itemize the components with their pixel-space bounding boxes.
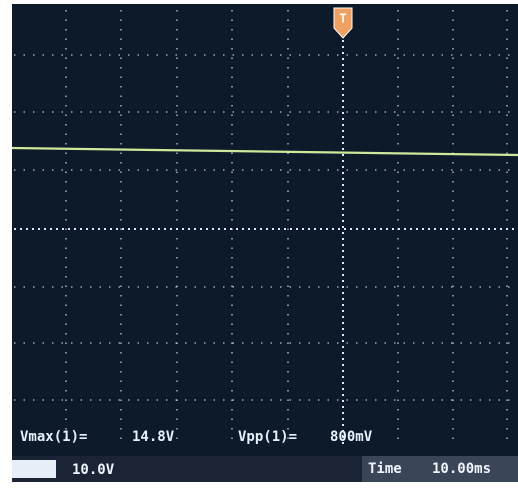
screen-background (12, 4, 518, 482)
timebase-value: 10.00ms (432, 461, 491, 477)
timebase-label: Time (368, 461, 402, 477)
oscilloscope-screen: T Vmax(1)= 14.8V Vpp(1)= 800mV 10.0V Tim… (0, 0, 518, 491)
trigger-label: T (339, 12, 346, 26)
measurement-value: 14.8V (132, 429, 175, 445)
channel-scale: 10.0V (72, 462, 115, 478)
page: T Vmax(1)= 14.8V Vpp(1)= 800mV 10.0V Tim… (0, 0, 518, 491)
measurement-value: 800mV (330, 429, 373, 445)
measurement-label: Vmax(1)= (20, 429, 87, 445)
measurement-label: Vpp(1)= (238, 429, 297, 445)
channel-indicator (12, 460, 56, 478)
